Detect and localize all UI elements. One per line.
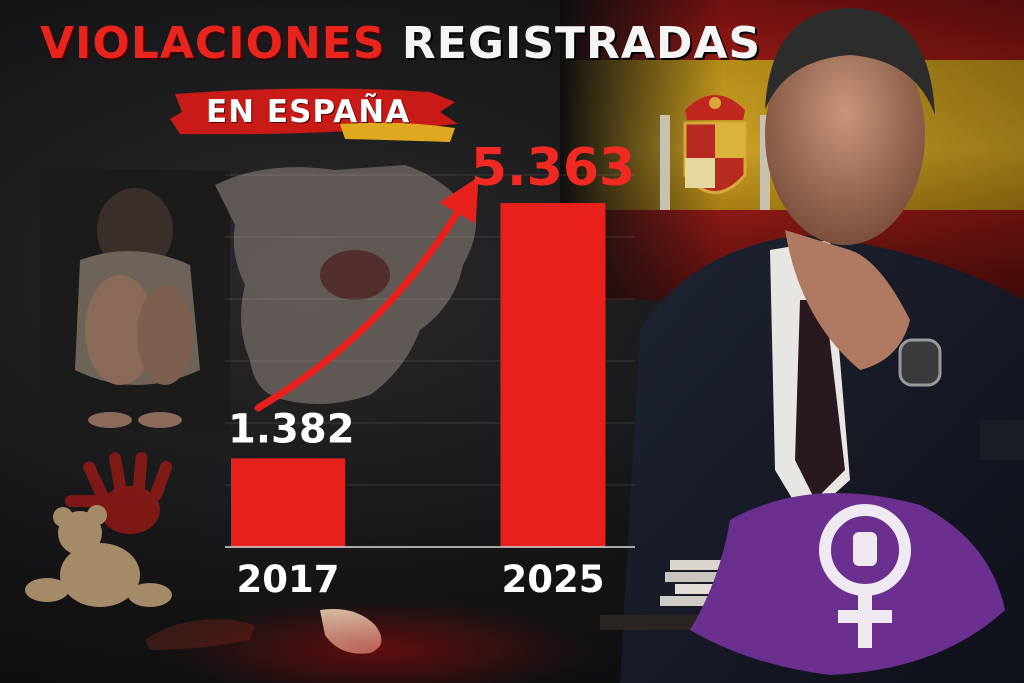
- chart-subtitle: EN ESPAÑA: [206, 94, 411, 130]
- chart-title: VIOLACIONES REGISTRADAS: [40, 22, 761, 66]
- value-label-2017: 1.382: [228, 406, 355, 452]
- tick-label-2017: 2017: [237, 558, 340, 601]
- bloody-handprint-icon: [65, 452, 173, 534]
- bar-2025: [500, 203, 606, 548]
- bars: [231, 203, 606, 548]
- title-part1: VIOLACIONES: [40, 18, 386, 69]
- tick-label-2025: 2025: [502, 558, 605, 601]
- teddy-bear-icon: [25, 505, 172, 607]
- blood-stain: [170, 600, 590, 683]
- spain-coat-of-arms-icon: [660, 95, 770, 210]
- bar-2017: [231, 458, 345, 547]
- trend-arrow-icon: [254, 176, 479, 412]
- feminist-symbol-flag-icon: [690, 493, 1005, 675]
- title-part2: REGISTRADAS: [401, 18, 762, 69]
- subtitle-brush-stroke: [170, 88, 458, 142]
- value-labels: 1.382 5.363: [228, 138, 635, 452]
- value-label-2025: 5.363: [471, 138, 635, 198]
- x-axis-ticks: 2017 2025: [237, 558, 605, 601]
- spain-map-silhouette: [215, 165, 477, 404]
- crouching-child-photo: [40, 170, 230, 430]
